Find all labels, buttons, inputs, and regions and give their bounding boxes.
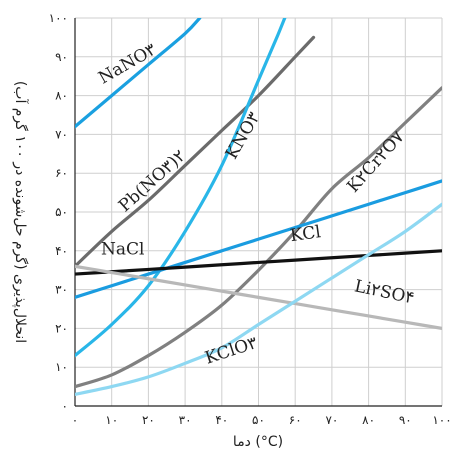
x-tick-label: ۳۰ xyxy=(179,413,192,427)
series-line xyxy=(75,249,442,276)
series-label: Pb(NO۳)۲ xyxy=(115,146,190,216)
series-line xyxy=(75,202,442,396)
x-tick-label: ۱۰ xyxy=(105,413,118,427)
series-line xyxy=(75,18,202,129)
x-tick-label: ۰ xyxy=(72,413,78,427)
x-axis-ticks: ۰ ۱۰ ۲۰ ۳۰ ۴۰ ۵۰ ۶۰ ۷۰ ۸۰ ۹۰ ۱۰۰ xyxy=(72,413,452,427)
series-label: KCl xyxy=(289,222,322,246)
y-tick-label: ۷۰ xyxy=(55,127,68,141)
x-tick-label: ۱۰۰ xyxy=(432,413,451,427)
x-tick-label: ۴۰ xyxy=(215,413,228,427)
y-tick-label: ۱۰۰ xyxy=(49,11,68,25)
y-tick-label: ۶۰ xyxy=(55,166,68,180)
x-tick-label: ۵۰ xyxy=(252,413,265,427)
y-tick-label: ۰ xyxy=(62,399,68,413)
y-axis-ticks: ۰ ۱۰ ۲۰ ۳۰ ۴۰ ۵۰ ۶۰ ۷۰ ۸۰ ۹۰ ۱۰۰ xyxy=(49,11,68,413)
y-tick-label: ۳۰ xyxy=(55,283,68,297)
x-axis-title: دما (°C) xyxy=(233,434,283,450)
y-tick-label: ۹۰ xyxy=(55,50,68,64)
y-axis-title: انحلال‌پذیری (گرم حل‌شونده در ۱۰۰ گرم آب… xyxy=(12,81,29,343)
x-tick-label: ۹۰ xyxy=(399,413,412,427)
y-tick-label: ۵۰ xyxy=(55,205,68,219)
series-lines xyxy=(75,18,442,396)
y-tick-label: ۱۰ xyxy=(55,360,68,374)
series-label: Li۲SO۴ xyxy=(353,276,416,308)
series-line xyxy=(75,86,442,389)
x-tick-label: ۷۰ xyxy=(325,413,338,427)
x-tick-label: ۲۰ xyxy=(142,413,155,427)
series-line xyxy=(75,35,316,268)
x-tick-label: ۶۰ xyxy=(289,413,302,427)
series-label: K۲Cr۲O۷ xyxy=(343,127,408,196)
x-tick-label: ۸۰ xyxy=(362,413,375,427)
y-tick-label: ۸۰ xyxy=(55,89,68,103)
series-line xyxy=(75,18,287,358)
y-tick-label: ۲۰ xyxy=(55,321,68,335)
series-line xyxy=(75,264,442,330)
series-label: NaCl xyxy=(101,240,144,260)
y-tick-label: ۴۰ xyxy=(55,244,68,258)
series-label: KClO۳ xyxy=(203,333,260,369)
